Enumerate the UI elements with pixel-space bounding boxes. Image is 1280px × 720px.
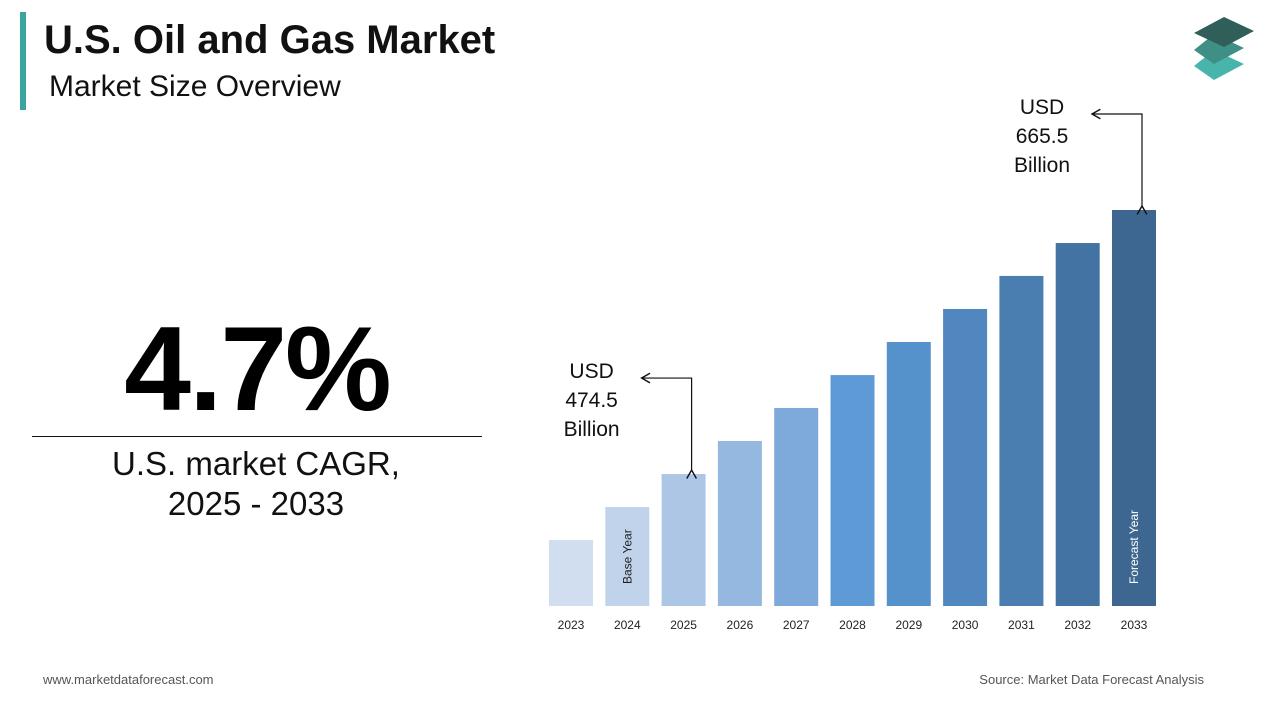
source: Source: Market Data Forecast Analysis: [979, 672, 1204, 687]
value-label: USD 665.5 Billion: [1013, 96, 1071, 177]
x-tick-label: 2028: [839, 618, 866, 632]
x-tick-label: 2029: [895, 618, 922, 632]
accent-bar: [20, 12, 26, 110]
kpi-value: 4.7%: [124, 302, 392, 436]
annotation-arrow: [640, 372, 698, 479]
bar: [999, 275, 1044, 606]
bar: [1055, 243, 1100, 606]
bar-note: Forecast Year: [1127, 510, 1141, 584]
bar: [661, 474, 706, 606]
bar: [943, 308, 988, 606]
annotation-arrow: [1090, 108, 1148, 215]
subtitle: Market Size Overview: [49, 70, 341, 103]
x-tick-label: 2023: [558, 618, 585, 632]
x-tick-label: 2032: [1064, 618, 1091, 632]
bar: [605, 507, 650, 606]
x-tick-label: 2025: [670, 618, 697, 632]
bar: [830, 375, 875, 606]
bar: [886, 342, 931, 606]
bar: [1112, 210, 1156, 606]
website: www.marketdataforecast.com: [43, 672, 214, 687]
bar: [717, 441, 762, 606]
logo: [1194, 17, 1254, 80]
bar: [549, 540, 593, 606]
x-tick-label: 2033: [1121, 618, 1148, 632]
x-tick-label: 2026: [727, 618, 754, 632]
divider: [32, 436, 482, 437]
value-label: USD 474.5 Billion: [563, 360, 620, 442]
kpi-label: U.S. market CAGR, 2025 - 2033: [112, 445, 400, 522]
x-tick-label: 2031: [1008, 618, 1035, 632]
x-tick-label: 2024: [614, 618, 641, 632]
bar-note: Base Year: [620, 529, 634, 584]
x-tick-label: 2027: [783, 618, 810, 632]
x-tick-label: 2030: [952, 618, 979, 632]
title: U.S. Oil and Gas Market: [44, 18, 496, 62]
bar: [774, 407, 819, 606]
